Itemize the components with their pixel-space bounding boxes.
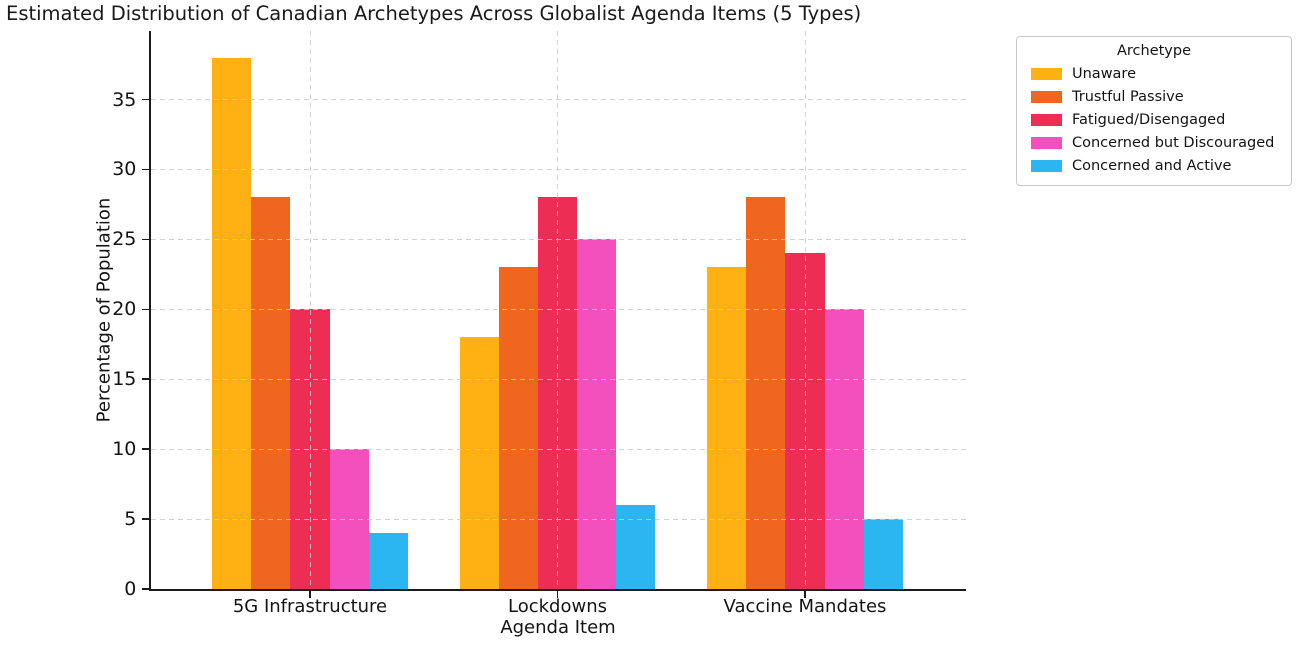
y-tick-label: 10	[112, 438, 137, 461]
y-gridline	[151, 448, 966, 450]
y-tick-label: 20	[112, 298, 137, 321]
chart-title: Estimated Distribution of Canadian Arche…	[6, 2, 862, 25]
y-gridline	[151, 378, 966, 380]
x-tick	[309, 590, 311, 598]
y-gridline	[151, 518, 966, 520]
legend-label: Concerned and Active	[1072, 157, 1232, 174]
legend: Archetype Unaware Trustful Passive Fatigue…	[1016, 36, 1292, 186]
legend-items: Unaware Trustful Passive Fatigued/Disengag…	[1027, 62, 1281, 177]
bar-5g-infrastructure-trustful-passive	[251, 197, 291, 589]
x-gridline	[309, 31, 311, 589]
legend-label: Concerned but Discouraged	[1072, 134, 1275, 151]
legend-swatch-icon	[1031, 90, 1062, 103]
x-tick-label: 5G Infrastructure	[232, 596, 388, 617]
bar-vaccine-mandates-unaware	[707, 267, 747, 589]
y-tick-label: 30	[112, 158, 137, 181]
y-tick	[142, 168, 150, 171]
y-tick-label: 5	[124, 508, 137, 531]
y-tick	[142, 448, 150, 450]
x-axis-label: Agenda Item	[500, 617, 616, 638]
bar-lockdowns-unaware	[459, 337, 499, 589]
y-gridline	[151, 168, 966, 170]
legend-label: Fatigued/Disengaged	[1072, 111, 1226, 128]
bar-vaccine-mandates-trustful-passive	[746, 197, 786, 589]
legend-title: Archetype	[1116, 43, 1192, 59]
legend-label: Trustful Passive	[1072, 88, 1184, 105]
legend-swatch-icon	[1031, 159, 1062, 172]
y-tick	[142, 588, 150, 590]
x-tick	[556, 590, 559, 598]
x-tick	[804, 590, 806, 598]
legend-row: Unaware	[1027, 62, 1281, 85]
y-tick-label: 0	[124, 578, 137, 600]
bar-lockdowns-concerned-but-discouraged	[577, 239, 617, 589]
legend-swatch-icon	[1031, 113, 1062, 126]
legend-row: Concerned and Active	[1027, 154, 1281, 177]
y-tick	[142, 238, 150, 241]
y-axis-spine	[149, 31, 152, 589]
legend-swatch-icon	[1031, 67, 1062, 80]
y-gridline	[151, 308, 966, 310]
x-tick-label: Vaccine Mandates	[723, 596, 887, 617]
x-axis-spine	[149, 589, 966, 591]
y-tick	[142, 98, 150, 101]
x-gridline	[557, 31, 558, 589]
legend-row: Concerned but Discouraged	[1027, 131, 1281, 154]
y-gridline	[151, 238, 966, 240]
legend-row: Trustful Passive	[1027, 85, 1281, 108]
bar-5g-infrastructure-concerned-and-active	[368, 533, 408, 589]
y-tick	[142, 518, 150, 520]
legend-label: Unaware	[1072, 65, 1136, 82]
y-gridline	[151, 99, 966, 101]
bar-vaccine-mandates-concerned-and-active	[863, 519, 903, 589]
y-tick	[142, 378, 150, 381]
bar-5g-infrastructure-unaware	[212, 57, 252, 589]
y-tick-label: 15	[112, 368, 137, 391]
x-tick-label: Lockdowns	[508, 596, 607, 617]
legend-swatch-icon	[1031, 136, 1062, 149]
x-gridline	[804, 31, 806, 589]
legend-row: Fatigued/Disengaged	[1027, 108, 1281, 131]
y-tick-label: 35	[112, 88, 137, 111]
y-tick-label: 25	[112, 228, 137, 251]
bar-lockdowns-trustful-passive	[498, 267, 538, 589]
y-tick	[142, 308, 150, 311]
